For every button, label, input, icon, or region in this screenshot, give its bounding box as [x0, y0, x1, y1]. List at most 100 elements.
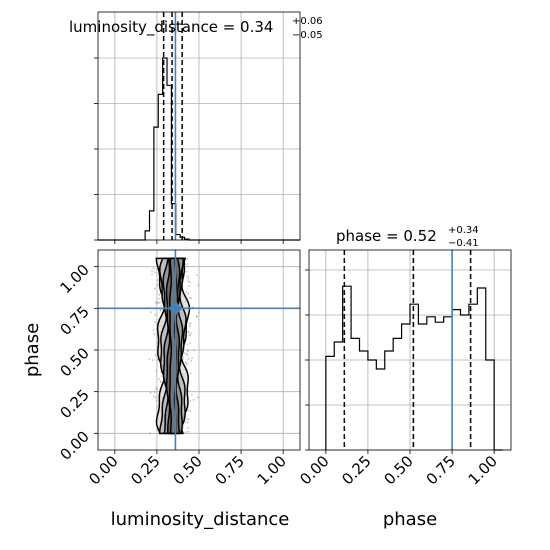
p2-sample-point [157, 302, 160, 305]
p2-truth-marker [168, 301, 183, 316]
p2-sample-point [149, 432, 152, 434]
p2-sample-point [187, 427, 190, 429]
p2-sample-point [186, 352, 188, 355]
p2-sample-point [195, 274, 198, 277]
panel1-title-main: luminosity_distance = 0.34 [69, 18, 273, 37]
p2-sample-point [185, 361, 188, 364]
p2-sample-point [188, 334, 191, 337]
p2-sample-point [155, 369, 158, 372]
p2-sample-point [192, 398, 195, 401]
p3-xtick-label-3: 0.75 [423, 452, 459, 488]
p2-sample-point [191, 393, 193, 396]
y-axis-label-phase: phase [22, 323, 43, 377]
p2-xtick-label-3: 0.75 [212, 452, 248, 488]
p2-sample-point [187, 292, 190, 295]
p2-sample-point [161, 375, 164, 378]
panel3-title-main: phase = 0.52 [336, 227, 437, 245]
p2-sample-point [189, 322, 192, 325]
panel3-title: phase = 0.52 +0.34 −0.41 [336, 225, 479, 249]
p2-sample-point [188, 296, 191, 299]
p2-sample-point [186, 418, 189, 421]
p2-sample-point [152, 395, 155, 398]
p3-xtick-label-2: 0.50 [380, 452, 416, 488]
p2-sample-point [188, 330, 190, 333]
panel3-title-sup: +0.34 [448, 225, 479, 236]
p2-sample-point [197, 396, 199, 399]
p2-sample-point [156, 341, 159, 344]
p2-sample-point [158, 293, 161, 296]
p2-sample-point [155, 386, 158, 389]
p2-xtick-label-2: 0.50 [169, 452, 205, 488]
p2-sample-point [182, 356, 185, 359]
p2-sample-point [184, 420, 187, 423]
panel1-title-sup: +0.06 [292, 16, 323, 27]
p2-sample-point [154, 301, 157, 304]
panel2-grid [98, 250, 300, 450]
p2-ytick-label-3: 0.75 [56, 302, 92, 338]
p2-sample-point [184, 431, 187, 434]
p2-sample-point [184, 361, 187, 364]
p2-sample-point [154, 396, 157, 399]
p2-sample-point [186, 354, 189, 357]
p2-sample-point [189, 410, 192, 413]
p2-sample-point [156, 359, 159, 361]
p2-sample-point [159, 380, 162, 382]
p2-sample-point [195, 315, 198, 318]
p2-sample-point [189, 342, 192, 344]
p2-sample-point [152, 267, 155, 270]
p2-sample-point [197, 311, 200, 314]
p2-sample-point [186, 343, 189, 346]
panel1-ticks [94, 57, 284, 244]
p2-sample-point [187, 277, 189, 280]
p2-sample-point [157, 297, 160, 300]
p2-sample-point [154, 321, 157, 324]
p2-sample-point [186, 263, 189, 266]
p2-sample-point [185, 270, 188, 273]
p2-sample-point [154, 314, 157, 316]
p2-sample-point [151, 273, 153, 276]
p2-sample-point [157, 279, 160, 282]
p2-sample-point [158, 301, 161, 304]
p2-sample-point [187, 285, 190, 288]
p2-sample-point [187, 357, 190, 360]
p2-sample-point [155, 388, 158, 391]
p2-sample-point [183, 352, 186, 355]
p2-xtick-label-1: 0.25 [127, 452, 163, 488]
p2-sample-point [156, 301, 159, 304]
p2-sample-point [159, 381, 162, 384]
p2-sample-point [187, 275, 190, 278]
p2-xtick-label-4: 1.00 [254, 452, 290, 488]
p2-sample-point [187, 430, 190, 433]
p2-sample-point [190, 297, 193, 300]
p2-sample-point [149, 391, 152, 394]
p2-sample-point [148, 358, 151, 360]
p2-sample-point [153, 333, 156, 335]
p2-sample-point [158, 378, 161, 380]
p2-sample-point [189, 281, 192, 284]
panel3-title-sub: −0.41 [448, 238, 479, 249]
p2-sample-point [185, 290, 188, 293]
p2-sample-point [186, 257, 189, 260]
p2-sample-point [187, 418, 190, 421]
panel2-marks [98, 250, 300, 450]
panel1-title-sub: −0.05 [292, 30, 323, 41]
p2-sample-point [156, 405, 158, 408]
x-axis-label-phase: phase [383, 509, 437, 530]
p2-sample-point [190, 360, 193, 362]
p2-sample-point [188, 325, 191, 328]
p2-sample-point [159, 309, 162, 312]
p2-sample-point [191, 356, 194, 359]
p2-sample-point [152, 329, 155, 331]
p2-ytick-label-1: 0.25 [56, 386, 92, 422]
p2-sample-point [196, 315, 198, 318]
p2-sample-point [189, 333, 191, 336]
p2-sample-point [187, 280, 190, 283]
x-axis-label-luminosity-distance: luminosity_distance [111, 509, 290, 530]
p2-sample-point [154, 271, 156, 274]
p2-sample-point [154, 287, 157, 290]
p3-xtick-label-0: 0.00 [296, 452, 332, 488]
p2-sample-point [149, 311, 152, 314]
p2-sample-point [153, 391, 156, 394]
p2-sample-point [197, 284, 200, 287]
